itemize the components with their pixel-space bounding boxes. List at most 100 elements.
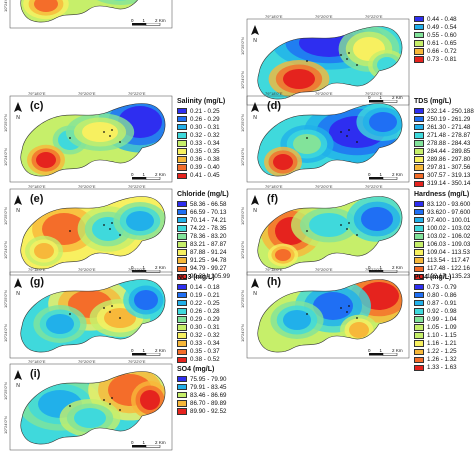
north-label: N <box>253 291 257 297</box>
legend-swatch <box>414 283 424 291</box>
legend-range-label: 70.14 - 74.21 <box>190 216 227 224</box>
sample-point <box>109 311 111 313</box>
legend-row: 97.400 - 100.01 <box>414 216 470 224</box>
legend-range-label: 261.30 - 271.48 <box>427 123 471 131</box>
legend-row: 232.14 - 250.188 <box>414 107 474 115</box>
legend-row: 0.73 - 0.79 <box>414 283 457 291</box>
basin-boundary <box>257 279 403 353</box>
legend-row: 0.99 - 1.04 <box>414 315 457 323</box>
legend-swatch <box>177 249 187 256</box>
sample-point <box>348 222 350 224</box>
legend-range-label: 1.22 - 1.25 <box>427 348 457 356</box>
legend-swatch <box>177 332 187 339</box>
north-label: N <box>16 208 20 214</box>
legend-swatch <box>177 265 187 273</box>
sample-point <box>119 234 121 236</box>
legend-row: 0.30 - 0.31 <box>177 123 225 131</box>
sample-point <box>111 397 113 399</box>
longitude-tick: 79°18'0"E <box>265 184 283 189</box>
latitude-tick: 10°24'0"N <box>3 241 8 259</box>
legend-row: 278.88 - 284.43 <box>414 139 474 147</box>
legend-range-label: 271.48 - 278.87 <box>427 131 471 139</box>
map-frame <box>246 18 410 106</box>
longitude-tick: 79°18'0"E <box>265 91 283 96</box>
legend-swatch <box>177 291 187 299</box>
legend-range-label: 83.120 - 93.600 <box>427 200 471 208</box>
concentration-zone <box>134 290 158 310</box>
legend-swatch <box>414 316 424 323</box>
map-frame <box>246 271 410 359</box>
legend-swatch <box>177 164 187 171</box>
legend-row: 0.66 - 0.72 <box>414 47 457 55</box>
legend-swatch <box>414 249 424 256</box>
concentration-zone <box>82 122 118 142</box>
map-frame <box>9 0 173 29</box>
legend-range-label: 0.32 - 0.32 <box>190 131 220 139</box>
legend-row: 1.33 - 1.63 <box>414 364 457 372</box>
legend-swatch <box>414 332 424 339</box>
legend-range-label: 83.21 - 87.87 <box>190 241 227 249</box>
sample-point <box>346 135 348 137</box>
north-label: N <box>16 291 20 297</box>
legend-swatch <box>177 400 187 407</box>
legend-swatch <box>414 257 424 264</box>
legend-row: 75.95 - 79.90 <box>177 375 226 383</box>
legend-row: 307.57 - 319.13 <box>414 172 474 180</box>
legend-range-label: 83.46 - 86.69 <box>190 391 227 399</box>
legend-range-label: 91.25 - 94.78 <box>190 257 227 265</box>
map-panel-a: N79°18'0"E79°20'0"E79°22'0"E10°25'0"N10°… <box>0 0 237 30</box>
legend-swatch <box>177 216 187 224</box>
concentration-zone <box>349 322 369 338</box>
map-panel-c: N (c) 79°18'0"E 79°20'0"E 79°22'0"E 10°25'0"N… <box>0 91 237 184</box>
legend-row: 99.28 - 105.99 <box>177 273 230 281</box>
legend-range-label: 100.02 - 103.02 <box>427 224 471 232</box>
longitude-tick: 79°18'0"E <box>28 91 46 96</box>
latitude-tick: 10°25'0"N <box>3 290 8 308</box>
longitude-tick: 79°22'0"E <box>365 91 383 96</box>
legend-range-label: 75.95 - 79.90 <box>190 375 227 383</box>
concentration-zone <box>36 152 56 168</box>
concentration-zone <box>34 243 54 259</box>
legend: Salinity (mg/L) 0.21 - 0.25 0.26 - 0.29 0.3… <box>177 97 225 180</box>
legend-swatch <box>414 180 424 188</box>
legend-swatch <box>177 132 187 139</box>
legend-swatch <box>414 324 424 331</box>
sample-point <box>346 58 348 60</box>
sample-point <box>306 230 308 232</box>
legend-range-label: 319.14 - 350.14 <box>427 180 471 188</box>
sample-point <box>119 409 121 411</box>
interpolation-map <box>246 271 410 359</box>
latitude-tick: 10°25'0"N <box>240 114 245 132</box>
north-arrow-icon: N <box>14 370 22 389</box>
concentration-zone <box>140 390 160 410</box>
legend-row: 106.03 - 109.03 <box>414 240 470 248</box>
legend-swatch <box>414 216 424 224</box>
map-frame <box>246 95 410 183</box>
scale-bar <box>132 14 164 32</box>
panel-label: (h) <box>267 276 282 288</box>
legend-range-label: 78.36 - 83.20 <box>190 232 227 240</box>
interpolation-map <box>246 95 410 183</box>
legend-range-label: 0.26 - 0.28 <box>190 307 220 315</box>
legend-range-label: 0.33 - 0.34 <box>190 139 220 147</box>
legend-row: 86.70 - 89.89 <box>177 399 226 407</box>
longitude-tick: 79°18'0"E <box>265 14 283 19</box>
longitude-tick: 79°20'0"E <box>78 184 96 189</box>
concentration-zone <box>275 249 291 261</box>
legend-range-label: 0.39 - 0.40 <box>190 164 220 172</box>
longitude-tick: 79°18'0"E <box>28 267 46 272</box>
legend-swatch <box>414 208 424 216</box>
legend-range-label: 66.59 - 70.13 <box>190 208 227 216</box>
legend-swatch <box>414 348 424 356</box>
legend: NO3 (mg/L) 0.14 - 0.18 0.19 - 0.21 0.22 - 0… <box>177 273 220 364</box>
north-arrow-icon: N <box>251 195 259 214</box>
legend-row: 74.22 - 78.35 <box>177 224 230 232</box>
sample-point <box>340 307 342 309</box>
legend-row: 0.32 - 0.32 <box>177 332 220 340</box>
map-panel-h: N (h) 79°18'0"E 79°20'0"E 79°22'0"E 10°25'0"N… <box>237 267 474 371</box>
latitude-tick: 10°24'0"N <box>240 148 245 166</box>
legend-range-label: 97.400 - 100.01 <box>427 216 471 224</box>
sample-point <box>103 307 105 309</box>
